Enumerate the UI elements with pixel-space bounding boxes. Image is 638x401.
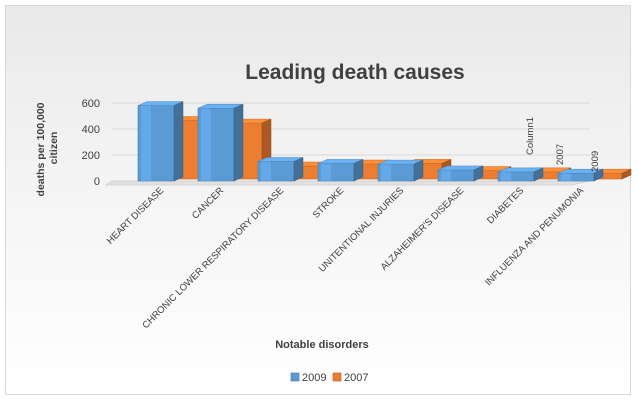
- category-label: CHRONIC LOWER RESPIRATORY DISEASE: [140, 185, 286, 331]
- chart-area: [5, 5, 631, 395]
- bar-side: [413, 159, 424, 182]
- floor-plane: [104, 180, 591, 186]
- category-label: DIABETES: [485, 185, 526, 226]
- legend: 2009 2007: [290, 372, 368, 384]
- bar-highlight: [261, 161, 271, 181]
- bar-highlight: [441, 169, 451, 181]
- x-axis-label: Notable disorders: [275, 339, 369, 351]
- bar-side: [293, 157, 304, 182]
- legend-label: 2007: [344, 372, 368, 384]
- depth-axis-label: 2007: [555, 144, 566, 165]
- bar: [257, 157, 304, 182]
- bar: [377, 159, 424, 182]
- y-axis-ticks: 0 200 400 600: [82, 98, 100, 188]
- chart-floor: [104, 180, 591, 186]
- bar: [557, 168, 604, 182]
- y-axis-label-line-1: deaths per 100,000: [35, 102, 47, 196]
- bars: [137, 101, 632, 182]
- bar-side: [473, 165, 484, 182]
- category-label: HEART DISEASE: [105, 185, 166, 246]
- depth-axis-label: 2009: [590, 151, 601, 172]
- category-label: CANCER: [190, 185, 226, 221]
- legend-swatch: [290, 372, 300, 382]
- y-tick-label: 0: [94, 176, 100, 188]
- bar: [137, 101, 184, 182]
- bar-side: [173, 101, 184, 182]
- category-label: INFLUENZA AND PENUMONIA: [483, 185, 586, 288]
- bar-highlight: [201, 108, 211, 181]
- y-tick-label: 200: [82, 150, 100, 162]
- bar: [437, 165, 484, 182]
- bar-side: [533, 167, 544, 182]
- legend-swatch: [332, 372, 342, 382]
- legend-label: 2009: [302, 372, 326, 384]
- bar-side: [233, 103, 244, 182]
- y-axis-label: deaths per 100,000 citizen: [35, 100, 60, 197]
- bar-highlight: [561, 173, 571, 181]
- bar-side: [353, 159, 364, 182]
- chart-title: Leading death causes: [245, 61, 464, 84]
- bar: [197, 103, 244, 182]
- y-tick-label: 400: [82, 124, 100, 136]
- depth-axis-labels: Column1 2007 2009: [525, 117, 601, 172]
- bar-side: [621, 168, 632, 180]
- category-label: STROKE: [311, 185, 346, 220]
- bar-side: [593, 168, 604, 182]
- bar-highlight: [381, 164, 391, 181]
- y-axis-label-line-2: citizen: [48, 132, 60, 165]
- bar-highlight: [141, 105, 151, 181]
- depth-axis-label: Column1: [525, 117, 536, 155]
- bar: [497, 167, 544, 182]
- y-tick-label: 600: [82, 98, 100, 110]
- bar-highlight: [501, 171, 511, 181]
- bar: [317, 159, 364, 182]
- bar-highlight: [321, 163, 331, 181]
